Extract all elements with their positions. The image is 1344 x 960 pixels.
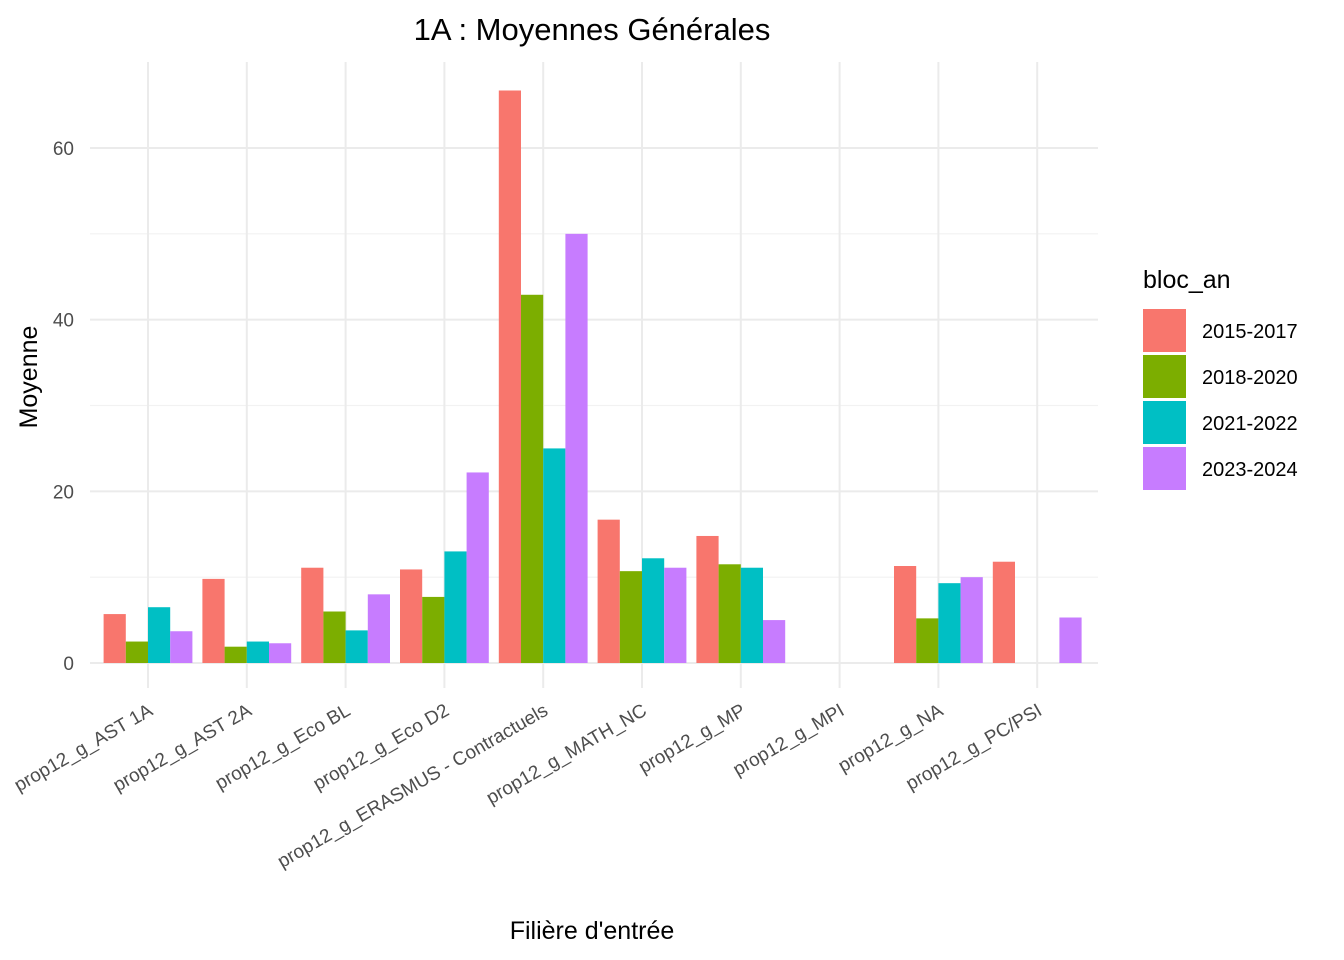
legend-key — [1143, 401, 1186, 444]
bar — [422, 596, 445, 663]
bar — [938, 583, 961, 663]
bar — [521, 294, 544, 663]
bar — [597, 519, 620, 663]
bar — [170, 631, 193, 663]
y-axis-ticks: 0 20 40 60 — [53, 139, 74, 675]
x-axis-title: Filière d'entrée — [510, 917, 675, 945]
legend-key — [1143, 355, 1186, 398]
bar — [740, 567, 763, 663]
bar — [246, 641, 269, 663]
bar — [718, 564, 741, 663]
bar — [498, 90, 521, 663]
x-tick-label: prop12_g_MATH_NC — [483, 700, 651, 809]
x-tick-label: prop12_g_MPI — [730, 700, 848, 781]
bar — [148, 607, 171, 663]
bar — [565, 233, 588, 664]
legend-label: 2023-2024 — [1202, 459, 1298, 481]
bar — [992, 561, 1015, 663]
bar — [543, 448, 566, 663]
y-tick-label: 0 — [63, 654, 74, 675]
legend-label: 2021-2022 — [1202, 413, 1298, 435]
bar — [345, 630, 368, 663]
bar — [323, 611, 346, 663]
bars — [103, 90, 1082, 664]
bar — [763, 620, 786, 663]
y-tick-label: 20 — [53, 482, 74, 503]
chart-title: 1A : Moyennes Générales — [414, 12, 771, 47]
bar — [367, 594, 390, 663]
bar — [466, 472, 489, 663]
y-axis-title: Moyenne — [15, 326, 43, 429]
y-tick-label: 60 — [53, 139, 74, 160]
legend-key — [1143, 309, 1186, 352]
bar — [664, 567, 687, 663]
bar — [269, 643, 292, 663]
bar — [1059, 617, 1082, 663]
bar — [894, 566, 917, 663]
legend: bloc_an 2015-2017 2018-2020 2021-2022 2023-… — [1143, 266, 1298, 490]
bar — [224, 646, 247, 663]
legend-title: bloc_an — [1143, 266, 1231, 294]
bar — [696, 535, 719, 663]
bar — [642, 558, 665, 663]
legend-key — [1143, 447, 1186, 490]
legend-label: 2018-2020 — [1202, 367, 1298, 389]
y-tick-label: 40 — [53, 311, 74, 332]
bar — [619, 571, 642, 663]
bar — [916, 618, 939, 663]
bar — [444, 551, 467, 663]
bar — [125, 641, 148, 663]
bar — [202, 578, 225, 663]
bar — [301, 567, 324, 663]
bar — [400, 569, 423, 663]
bar — [103, 614, 126, 663]
legend-label: 2015-2017 — [1202, 321, 1298, 343]
minor-gridlines — [90, 233, 1098, 578]
bar — [960, 577, 983, 663]
